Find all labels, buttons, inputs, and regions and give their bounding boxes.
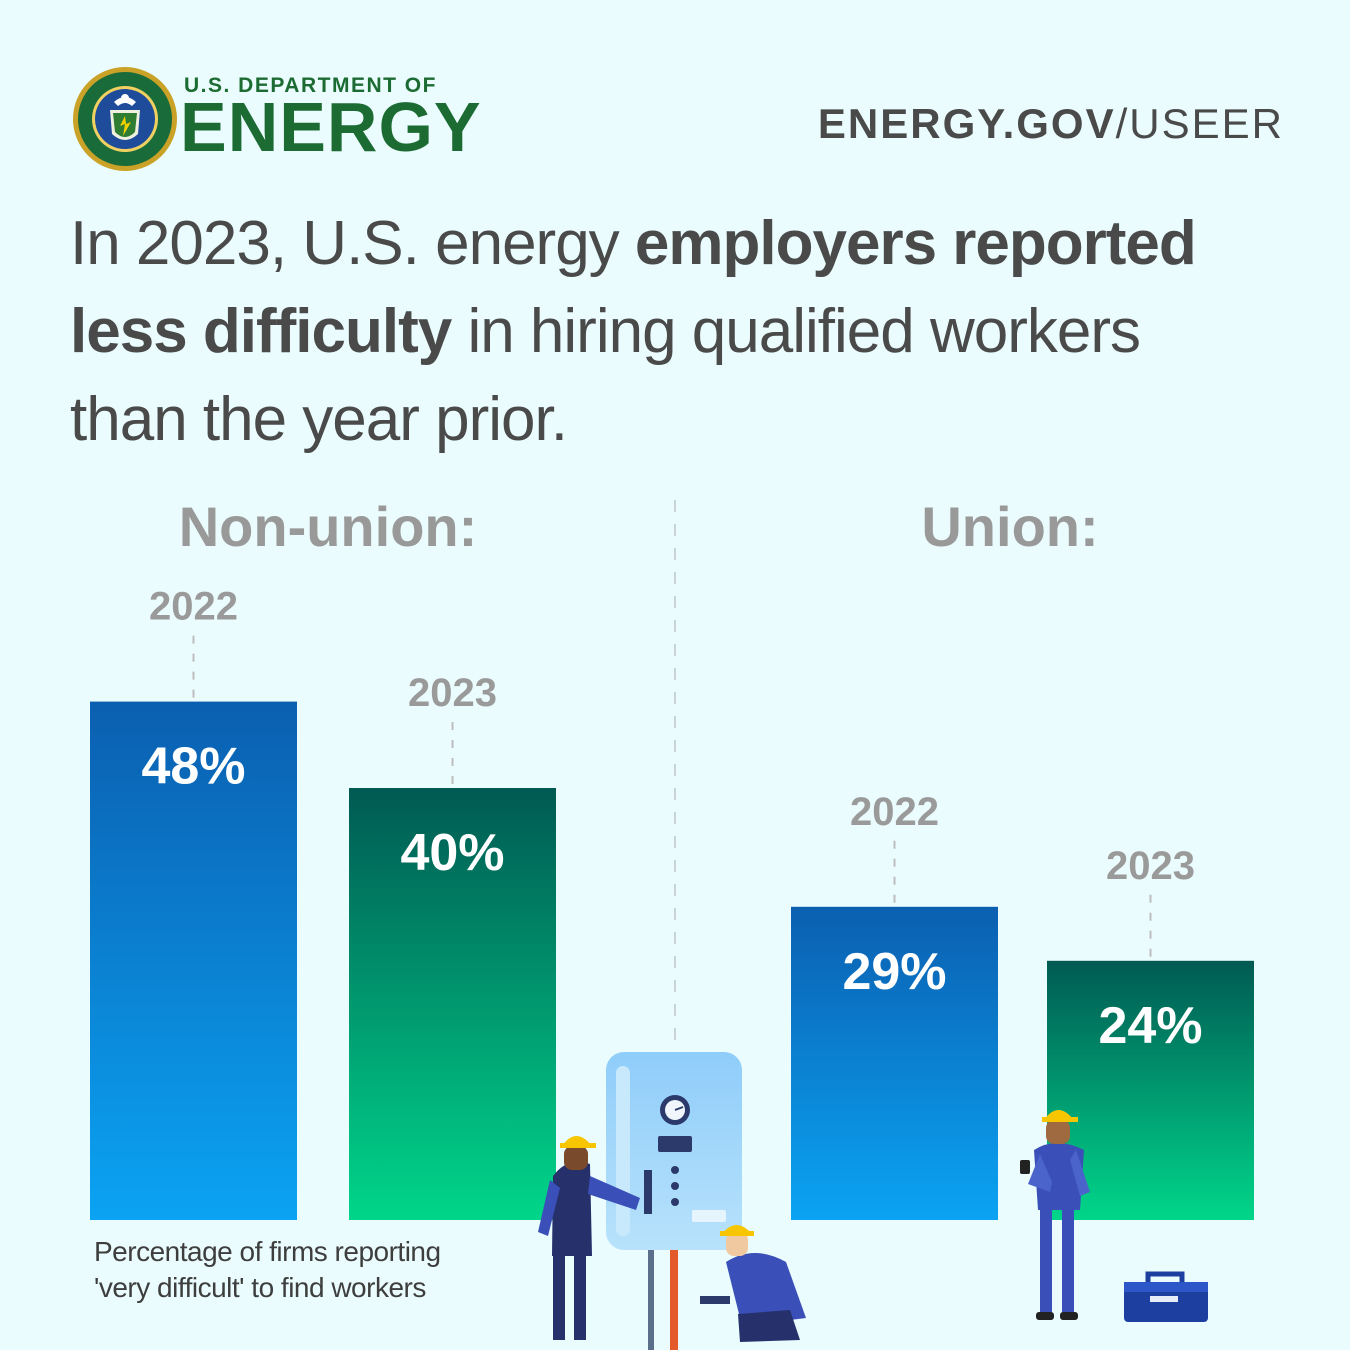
org-name-top: U.S. DEPARTMENT OF	[184, 74, 437, 97]
year-label: 2023	[408, 671, 497, 715]
site-url-domain: ENERGY.GOV	[817, 100, 1116, 147]
worker-kneeling-illustration	[700, 1225, 806, 1342]
group-label: Union:	[921, 495, 1098, 558]
toolbox-illustration	[1124, 1271, 1208, 1322]
headline-part3: than the year prior.	[70, 385, 568, 454]
org-name-main: ENERGY	[180, 88, 482, 166]
caption-line1: Percentage of firms reporting	[94, 1236, 441, 1267]
bar-2022	[791, 906, 998, 1220]
year-label: 2022	[149, 585, 238, 629]
headline-bold2: less difficulty	[70, 297, 452, 366]
year-label: 2023	[1106, 844, 1195, 888]
headline-bold1: employers reported	[634, 209, 1197, 278]
site-url[interactable]: ENERGY.GOV/USEER	[818, 100, 1284, 148]
doe-seal-logo	[73, 67, 177, 171]
group-label: Non-union:	[179, 495, 478, 558]
headline: In 2023, U.S. energy employers reported l…	[70, 200, 1310, 464]
year-label: 2022	[850, 790, 939, 834]
worker-standing-illustration	[538, 1136, 652, 1340]
bar-2023	[349, 788, 556, 1220]
bar-2022	[90, 701, 297, 1220]
headline-part2: in hiring qualified workers	[451, 297, 1141, 366]
caption-line2: 'very difficult' to find workers	[94, 1272, 426, 1303]
worker-phone-illustration	[1020, 1110, 1090, 1320]
chart-caption: Percentage of firms reporting 'very diff…	[94, 1234, 441, 1306]
bar-value-label: 29%	[842, 943, 946, 1001]
site-url-path: /USEER	[1115, 100, 1284, 147]
headline-part1: In 2023, U.S. energy	[70, 209, 635, 278]
bar-value-label: 48%	[141, 738, 245, 796]
bar-value-label: 40%	[400, 824, 504, 882]
bar-value-label: 24%	[1098, 997, 1202, 1055]
